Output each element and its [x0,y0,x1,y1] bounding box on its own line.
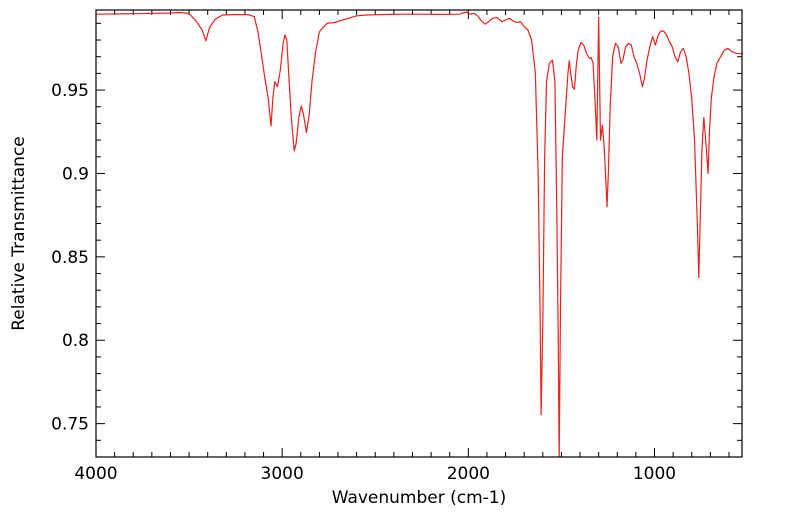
x-tick-label: 3000 [261,464,304,484]
series-layer [96,11,742,457]
x-tick-label: 2000 [447,464,490,484]
y-tick-label: 0.75 [51,415,89,435]
x-axis-label: Wavenumber (cm-1) [332,488,507,508]
y-axis-ticks: 0.75 0.8 0.85 0.9 0.95 [51,22,742,458]
y-tick-label: 0.9 [62,164,89,184]
y-tick-label: 0.95 [51,81,89,101]
series-line [96,11,742,457]
y-tick-label: 0.8 [62,331,89,351]
y-axis-label: Relative Transmittance [9,136,29,331]
x-axis-ticks: 4000 3000 2000 1000 [74,10,730,484]
plot-frame [95,9,743,458]
y-tick-label: 0.85 [51,248,89,268]
x-tick-label: 4000 [74,464,117,484]
x-tick-label: 1000 [633,464,676,484]
